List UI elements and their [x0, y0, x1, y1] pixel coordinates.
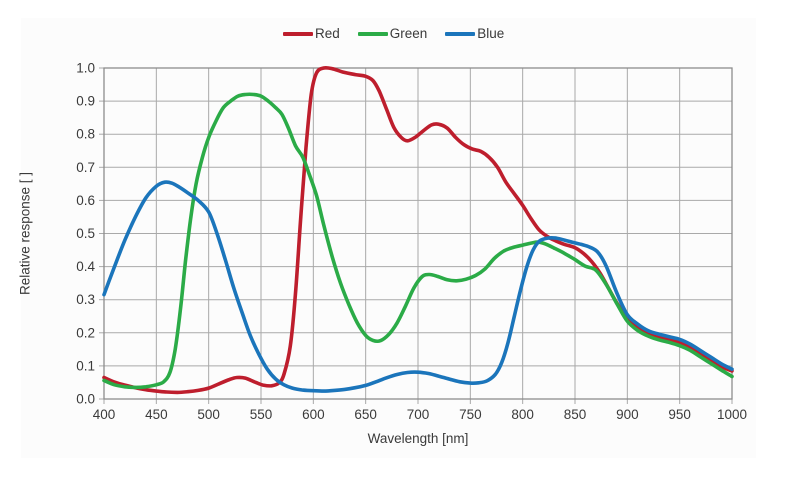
curve-blue — [102, 180, 734, 393]
y-tick-label: 0.9 — [76, 94, 95, 109]
y-tick-label: 1.0 — [76, 61, 95, 76]
x-tick-label: 600 — [302, 407, 325, 422]
legend-label-blue: Blue — [477, 26, 505, 41]
y-tick-label: 0.4 — [76, 259, 95, 274]
curve-green — [102, 92, 734, 390]
chart-legend: Red Green Blue — [283, 26, 504, 42]
x-tick-label: 900 — [616, 407, 639, 422]
y-tick-label: 0.8 — [76, 127, 95, 142]
x-tick-label: 700 — [407, 407, 430, 422]
y-tick-label: 0.5 — [76, 226, 95, 241]
y-tick-label: 0.0 — [76, 392, 95, 407]
y-axis-title: Relative response [ ] — [17, 171, 33, 296]
y-tick-label: 0.7 — [76, 160, 95, 175]
y-tick-label: 0.2 — [76, 325, 95, 340]
x-tick-label: 550 — [250, 407, 273, 422]
legend-swatch-blue — [445, 32, 476, 36]
legend-item-green: Green — [357, 26, 428, 42]
x-tick-label: 450 — [145, 407, 168, 422]
x-tick-label: 850 — [564, 407, 587, 422]
y-tick-label: 0.3 — [76, 292, 95, 307]
plot-frame — [103, 67, 733, 400]
y-tick-label: 0.6 — [76, 193, 95, 208]
x-tick-label: 1000 — [717, 407, 747, 422]
chart-panel — [21, 18, 756, 458]
x-tick-label: 800 — [511, 407, 534, 422]
x-tick-label: 750 — [459, 407, 482, 422]
x-tick-label: 950 — [668, 407, 691, 422]
y-tick-label: 0.1 — [76, 358, 95, 373]
legend-swatch-green — [357, 32, 388, 36]
legend-swatch-red — [283, 32, 313, 36]
legend-label-red: Red — [315, 26, 340, 41]
x-tick-label: 400 — [93, 407, 116, 422]
x-tick-label: 500 — [197, 407, 220, 422]
legend-label-green: Green — [389, 26, 428, 41]
legend-item-blue: Blue — [445, 26, 504, 42]
x-axis-title: Wavelength [nm] — [367, 431, 469, 446]
legend-item-red: Red — [283, 26, 340, 42]
x-tick-label: 650 — [354, 407, 377, 422]
